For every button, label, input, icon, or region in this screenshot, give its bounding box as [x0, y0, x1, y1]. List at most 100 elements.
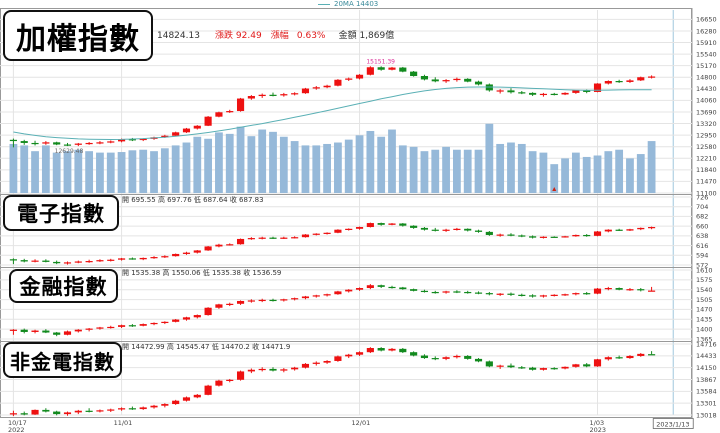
candle-body: [518, 294, 526, 296]
candle-body: [280, 237, 288, 239]
candle-body: [193, 315, 201, 318]
candle-body: [626, 80, 634, 82]
candle-body: [388, 67, 396, 70]
quote-header: 14824.13 漲跌 92.49 漲幅 0.63% 金額 1,869億: [157, 23, 394, 41]
candle-body: [464, 291, 472, 294]
candle-body: [648, 290, 656, 292]
volume-bar: [474, 149, 483, 193]
volume-bar: [636, 154, 645, 193]
candle-body: [182, 252, 191, 254]
candle-body: [323, 232, 331, 234]
candle-body: [269, 94, 277, 96]
candle-body: [648, 76, 656, 78]
y-tick-label: 12950: [696, 131, 717, 139]
volume-bar: [258, 129, 267, 193]
candle-body: [258, 94, 266, 97]
y-tick-label: 14433: [696, 352, 717, 360]
candle-body: [63, 144, 72, 146]
candle-body: [355, 288, 364, 290]
volume-bar: [355, 135, 364, 193]
volume-bar: [139, 149, 148, 193]
candle-body: [63, 262, 72, 264]
y-tick-label: 594: [696, 252, 708, 260]
volume-bar: [290, 141, 299, 193]
candle-body: [345, 228, 353, 230]
candle-body: [626, 229, 634, 231]
candle-body: [474, 292, 483, 294]
candle-body: [20, 329, 28, 332]
candle-body: [107, 141, 115, 143]
ohlc-readout: 開 14472.99 高 14545.47 低 14470.2 收 14471.…: [122, 342, 290, 351]
candle-body: [226, 244, 234, 246]
candle-body: [377, 285, 385, 287]
y-tick-label: 16650: [696, 16, 717, 24]
candle-body: [431, 79, 439, 82]
candle-body: [604, 357, 612, 360]
candle-body: [593, 288, 602, 294]
x-tick-label: 11/01: [114, 419, 133, 427]
candle-body: [377, 223, 385, 225]
candle-body: [593, 83, 602, 92]
candle-body: [204, 307, 212, 316]
candle-body: [366, 67, 374, 75]
x-tick-year: 2022: [8, 426, 25, 433]
y-tick-label: 14716: [696, 340, 717, 348]
candle-body: [388, 348, 396, 351]
volume-bar: [366, 130, 375, 193]
volume-bar: [550, 164, 559, 193]
legend-ma-label: 20MA 14403: [334, 0, 379, 8]
candle-body: [442, 291, 450, 293]
candle-body: [366, 285, 374, 289]
volume-bar: [52, 152, 61, 193]
candle-body: [377, 348, 385, 351]
candle-body: [529, 295, 537, 297]
candle-body: [485, 361, 493, 367]
candle-body: [96, 327, 104, 329]
candle-body: [291, 367, 299, 370]
y-tick-label: 572: [696, 261, 708, 269]
candle-body: [442, 229, 450, 231]
candle-body: [247, 300, 255, 302]
candle-body: [42, 260, 50, 262]
candle-body: [291, 298, 299, 300]
candle-body: [215, 244, 223, 247]
candle-body: [53, 332, 61, 335]
candle-body: [539, 368, 547, 370]
candle-body: [431, 358, 439, 360]
candle-body: [312, 295, 320, 297]
candle-body: [85, 261, 93, 263]
volume-bar: [269, 131, 277, 193]
candle-body: [529, 236, 537, 238]
candle-body: [474, 358, 483, 362]
candle-body: [485, 231, 493, 235]
candle-body: [583, 364, 591, 367]
candle-body: [561, 294, 569, 296]
volume-bar: [41, 145, 50, 193]
volume-bar: [604, 151, 613, 193]
candle-body: [96, 260, 104, 262]
volume-bar: [539, 152, 548, 193]
quote-change: 漲跌 92.49: [215, 31, 262, 41]
candle-body: [269, 299, 277, 302]
candle-body: [453, 78, 461, 81]
candle-body: [539, 236, 547, 238]
volume-bar: [388, 129, 396, 193]
candle-body: [539, 93, 547, 96]
ohlc-readout: 開 695.55 高 697.76 低 687.64 收 687.83: [122, 195, 264, 204]
quote-amount: 金額 1,869億: [338, 31, 395, 41]
volume-bar: [128, 150, 137, 193]
x-tick-label: 1/03: [590, 419, 605, 427]
candle-body: [312, 362, 320, 364]
y-tick-label: 704: [696, 203, 708, 211]
volume-bar: [528, 151, 537, 193]
candle-body: [74, 329, 82, 332]
candle-body: [85, 142, 93, 145]
y-tick-label: 16280: [696, 27, 717, 35]
y-tick-label: 14800: [696, 74, 717, 82]
candle-body: [63, 331, 72, 335]
candle-body: [63, 412, 72, 415]
candle-body: [247, 238, 255, 240]
candle-body: [9, 329, 17, 331]
x-tick-label: 10/17: [8, 419, 27, 427]
candle-body: [496, 365, 504, 367]
